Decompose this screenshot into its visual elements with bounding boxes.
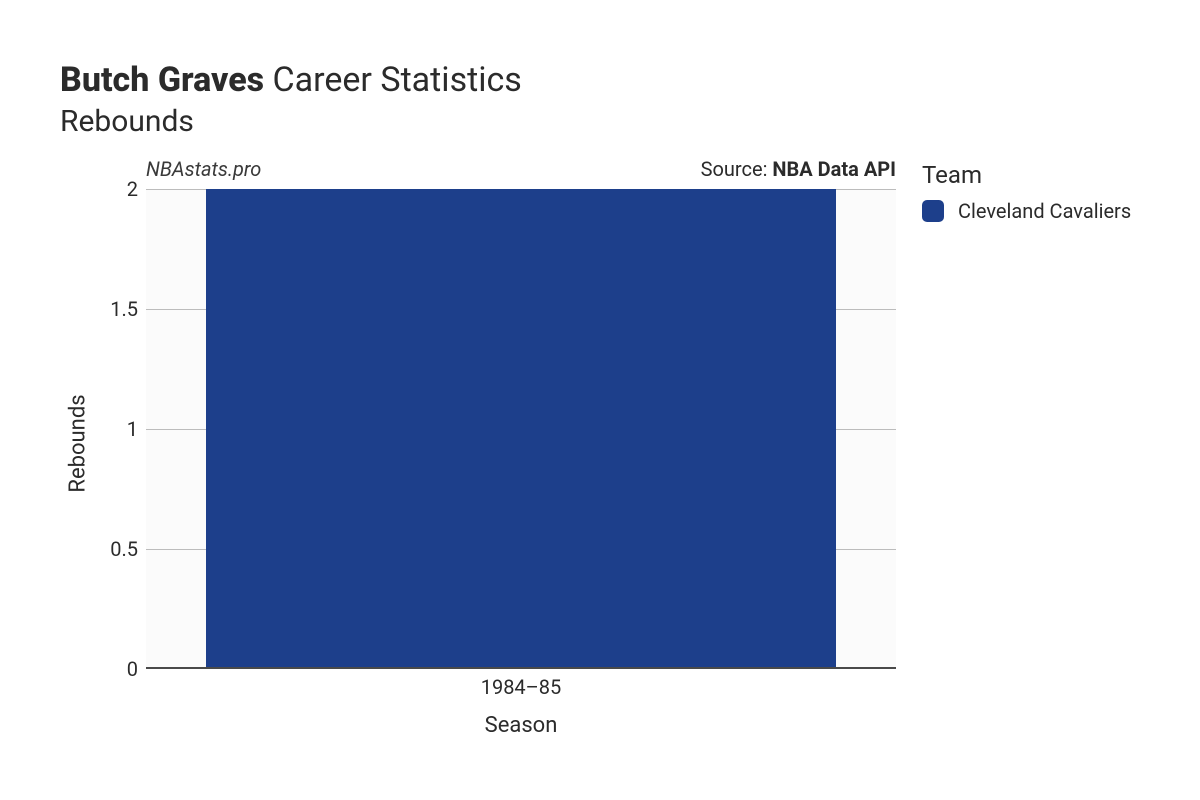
title-player-name: Butch Graves — [60, 60, 264, 100]
legend-title: Team — [922, 161, 1131, 189]
plot-block: NBAstats.pro Source: NBA Data API 0 0.5 1 1… — [96, 157, 896, 738]
legend-item: Cleveland Cavaliers — [922, 199, 1131, 223]
bar — [206, 189, 836, 667]
chart-title: Butch Graves Career Statistics — [60, 60, 1160, 100]
chart-row: Rebounds NBAstats.pro Source: NBA Data A… — [60, 157, 1160, 738]
x-tick-label: 1984–85 — [481, 675, 562, 699]
chart-container: Butch Graves Career Statistics Rebounds … — [0, 0, 1200, 800]
legend-items: Cleveland Cavaliers — [922, 199, 1131, 223]
plot-header: NBAstats.pro Source: NBA Data API — [146, 157, 896, 181]
legend: Team Cleveland Cavaliers — [922, 161, 1131, 223]
chart-subtitle: Rebounds — [60, 104, 1160, 139]
y-axis-ticks: 00.511.52 — [96, 189, 146, 669]
legend-label: Cleveland Cavaliers — [958, 199, 1131, 223]
y-tick-label: 2 — [127, 179, 138, 199]
source-name: NBA Data API — [772, 157, 896, 181]
site-credit: NBAstats.pro — [146, 157, 261, 181]
x-axis-label: Season — [146, 713, 896, 738]
plot-and-ticks: 00.511.52 — [96, 189, 896, 669]
y-axis-label: Rebounds — [66, 394, 91, 492]
y-tick-label: 1 — [127, 419, 138, 439]
y-tick-label: 1.5 — [110, 299, 138, 319]
y-tick-label: 0.5 — [110, 539, 138, 559]
y-tick-label: 0 — [127, 659, 138, 679]
source-prefix: Source: — [701, 157, 773, 181]
x-axis-ticks: 1984–85 — [146, 669, 896, 699]
title-suffix: Career Statistics — [273, 60, 522, 100]
plot-area — [146, 189, 896, 669]
source-credit: Source: NBA Data API — [701, 157, 896, 181]
legend-swatch — [922, 200, 944, 222]
y-axis-label-wrap: Rebounds — [60, 203, 96, 683]
